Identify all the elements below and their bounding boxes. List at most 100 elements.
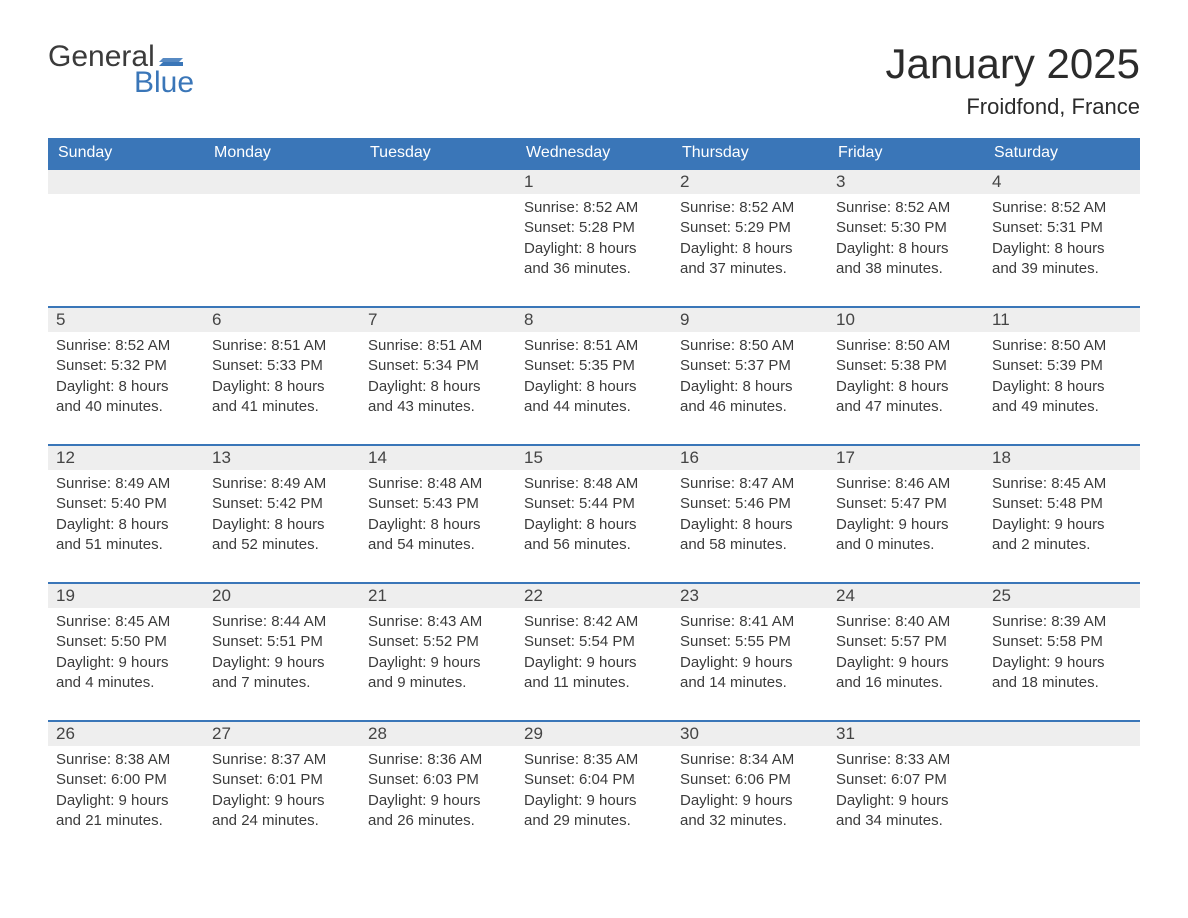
day-number: 2	[672, 168, 828, 194]
day-body: Sunrise: 8:34 AMSunset: 6:06 PMDaylight:…	[672, 746, 828, 839]
daylight-line-1: Daylight: 8 hours	[524, 239, 664, 259]
daylight-line-2: and 51 minutes.	[56, 535, 196, 555]
daylight-line-1: Daylight: 9 hours	[368, 653, 508, 673]
calendar-day-cell: 22Sunrise: 8:42 AMSunset: 5:54 PMDayligh…	[516, 582, 672, 720]
day-body: Sunrise: 8:40 AMSunset: 5:57 PMDaylight:…	[828, 608, 984, 701]
daylight-line-2: and 32 minutes.	[680, 811, 820, 831]
sunrise-line: Sunrise: 8:38 AM	[56, 750, 196, 770]
daylight-line-2: and 24 minutes.	[212, 811, 352, 831]
day-body: Sunrise: 8:49 AMSunset: 5:40 PMDaylight:…	[48, 470, 204, 563]
day-body: Sunrise: 8:52 AMSunset: 5:28 PMDaylight:…	[516, 194, 672, 287]
calendar-day-cell: 7Sunrise: 8:51 AMSunset: 5:34 PMDaylight…	[360, 306, 516, 444]
month-title: January 2025	[885, 40, 1140, 88]
weekday-header: Sunday	[48, 138, 204, 168]
logo: General Blue	[48, 40, 194, 100]
calendar-day-cell: 10Sunrise: 8:50 AMSunset: 5:38 PMDayligh…	[828, 306, 984, 444]
day-number: 25	[984, 582, 1140, 608]
calendar-day-cell	[360, 168, 516, 306]
day-number: 8	[516, 306, 672, 332]
daylight-line-2: and 2 minutes.	[992, 535, 1132, 555]
sunrise-line: Sunrise: 8:41 AM	[680, 612, 820, 632]
calendar-day-cell: 13Sunrise: 8:49 AMSunset: 5:42 PMDayligh…	[204, 444, 360, 582]
day-number: 19	[48, 582, 204, 608]
daylight-line-1: Daylight: 9 hours	[212, 791, 352, 811]
sunset-line: Sunset: 6:03 PM	[368, 770, 508, 790]
daylight-line-2: and 11 minutes.	[524, 673, 664, 693]
sunset-line: Sunset: 5:40 PM	[56, 494, 196, 514]
sunset-line: Sunset: 6:07 PM	[836, 770, 976, 790]
sunrise-line: Sunrise: 8:37 AM	[212, 750, 352, 770]
weekday-header: Monday	[204, 138, 360, 168]
sunset-line: Sunset: 5:39 PM	[992, 356, 1132, 376]
daylight-line-2: and 0 minutes.	[836, 535, 976, 555]
sunset-line: Sunset: 5:37 PM	[680, 356, 820, 376]
calendar-day-cell: 9Sunrise: 8:50 AMSunset: 5:37 PMDaylight…	[672, 306, 828, 444]
day-number: 13	[204, 444, 360, 470]
calendar-day-cell: 8Sunrise: 8:51 AMSunset: 5:35 PMDaylight…	[516, 306, 672, 444]
day-number: 10	[828, 306, 984, 332]
sunset-line: Sunset: 5:31 PM	[992, 218, 1132, 238]
calendar-day-cell: 29Sunrise: 8:35 AMSunset: 6:04 PMDayligh…	[516, 720, 672, 858]
weekday-header: Tuesday	[360, 138, 516, 168]
day-body: Sunrise: 8:52 AMSunset: 5:31 PMDaylight:…	[984, 194, 1140, 287]
daylight-line-1: Daylight: 8 hours	[836, 239, 976, 259]
sunset-line: Sunset: 6:04 PM	[524, 770, 664, 790]
sunrise-line: Sunrise: 8:49 AM	[212, 474, 352, 494]
calendar-day-cell: 5Sunrise: 8:52 AMSunset: 5:32 PMDaylight…	[48, 306, 204, 444]
calendar-table: SundayMondayTuesdayWednesdayThursdayFrid…	[48, 138, 1140, 858]
calendar-week-row: 5Sunrise: 8:52 AMSunset: 5:32 PMDaylight…	[48, 306, 1140, 444]
sunrise-line: Sunrise: 8:48 AM	[524, 474, 664, 494]
sunset-line: Sunset: 5:28 PM	[524, 218, 664, 238]
calendar-day-cell: 16Sunrise: 8:47 AMSunset: 5:46 PMDayligh…	[672, 444, 828, 582]
daylight-line-2: and 46 minutes.	[680, 397, 820, 417]
daylight-line-2: and 56 minutes.	[524, 535, 664, 555]
calendar-day-cell: 17Sunrise: 8:46 AMSunset: 5:47 PMDayligh…	[828, 444, 984, 582]
day-number: 16	[672, 444, 828, 470]
calendar-week-row: 19Sunrise: 8:45 AMSunset: 5:50 PMDayligh…	[48, 582, 1140, 720]
daylight-line-1: Daylight: 8 hours	[680, 239, 820, 259]
sunset-line: Sunset: 5:42 PM	[212, 494, 352, 514]
sunset-line: Sunset: 5:35 PM	[524, 356, 664, 376]
calendar-day-cell: 1Sunrise: 8:52 AMSunset: 5:28 PMDaylight…	[516, 168, 672, 306]
calendar-day-cell: 6Sunrise: 8:51 AMSunset: 5:33 PMDaylight…	[204, 306, 360, 444]
day-body: Sunrise: 8:52 AMSunset: 5:29 PMDaylight:…	[672, 194, 828, 287]
day-number: 17	[828, 444, 984, 470]
daylight-line-1: Daylight: 9 hours	[368, 791, 508, 811]
sunrise-line: Sunrise: 8:50 AM	[992, 336, 1132, 356]
daylight-line-1: Daylight: 8 hours	[212, 515, 352, 535]
day-number: 11	[984, 306, 1140, 332]
daylight-line-1: Daylight: 8 hours	[56, 377, 196, 397]
calendar-week-row: 26Sunrise: 8:38 AMSunset: 6:00 PMDayligh…	[48, 720, 1140, 858]
daylight-line-1: Daylight: 9 hours	[524, 653, 664, 673]
calendar-day-cell: 31Sunrise: 8:33 AMSunset: 6:07 PMDayligh…	[828, 720, 984, 858]
sunset-line: Sunset: 5:51 PM	[212, 632, 352, 652]
daylight-line-1: Daylight: 9 hours	[836, 791, 976, 811]
daylight-line-2: and 41 minutes.	[212, 397, 352, 417]
daylight-line-2: and 14 minutes.	[680, 673, 820, 693]
sunset-line: Sunset: 6:01 PM	[212, 770, 352, 790]
sunrise-line: Sunrise: 8:36 AM	[368, 750, 508, 770]
sunset-line: Sunset: 5:43 PM	[368, 494, 508, 514]
day-number	[984, 720, 1140, 746]
day-body: Sunrise: 8:49 AMSunset: 5:42 PMDaylight:…	[204, 470, 360, 563]
daylight-line-1: Daylight: 9 hours	[680, 791, 820, 811]
sunset-line: Sunset: 5:47 PM	[836, 494, 976, 514]
sunrise-line: Sunrise: 8:40 AM	[836, 612, 976, 632]
daylight-line-1: Daylight: 8 hours	[56, 515, 196, 535]
day-number: 14	[360, 444, 516, 470]
sunrise-line: Sunrise: 8:52 AM	[680, 198, 820, 218]
sunrise-line: Sunrise: 8:45 AM	[992, 474, 1132, 494]
day-body: Sunrise: 8:46 AMSunset: 5:47 PMDaylight:…	[828, 470, 984, 563]
daylight-line-1: Daylight: 9 hours	[680, 653, 820, 673]
day-number: 22	[516, 582, 672, 608]
daylight-line-1: Daylight: 8 hours	[368, 377, 508, 397]
daylight-line-2: and 16 minutes.	[836, 673, 976, 693]
day-body: Sunrise: 8:50 AMSunset: 5:39 PMDaylight:…	[984, 332, 1140, 425]
day-number: 24	[828, 582, 984, 608]
weekday-header: Thursday	[672, 138, 828, 168]
sunset-line: Sunset: 6:06 PM	[680, 770, 820, 790]
day-body: Sunrise: 8:52 AMSunset: 5:32 PMDaylight:…	[48, 332, 204, 425]
day-number	[360, 168, 516, 194]
calendar-day-cell	[204, 168, 360, 306]
day-body: Sunrise: 8:33 AMSunset: 6:07 PMDaylight:…	[828, 746, 984, 839]
